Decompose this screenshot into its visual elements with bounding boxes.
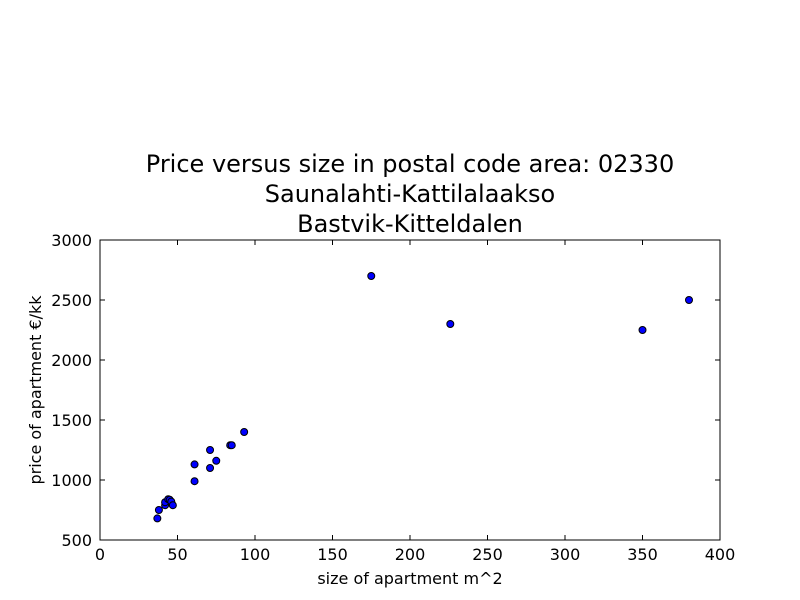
x-tick-label: 50 xyxy=(167,545,187,564)
plot-area xyxy=(99,239,721,541)
y-tick-label: 3000 xyxy=(51,231,92,250)
chart-title-line-3: Bastvik-Kitteldalen xyxy=(297,210,523,238)
data-point xyxy=(154,506,163,514)
axis-ticks: 0 50 100 150 200 250 300 350 400 500 1000 1500 2000 2… xyxy=(51,231,735,564)
data-point xyxy=(190,460,199,469)
x-tick-label: 150 xyxy=(317,545,348,564)
data-point xyxy=(153,514,162,523)
data-point xyxy=(446,320,455,328)
data-points xyxy=(153,272,693,523)
x-tick-label: 100 xyxy=(240,545,271,564)
x-tick-label: 400 xyxy=(705,545,736,564)
data-point xyxy=(367,272,376,280)
x-tick-label: 300 xyxy=(550,545,581,564)
x-tick-label: 350 xyxy=(627,545,658,564)
y-axis-label: price of apartment €/kk xyxy=(26,295,45,485)
x-axis-label: size of apartment m^2 xyxy=(317,569,502,588)
data-point xyxy=(212,456,221,465)
data-point xyxy=(206,446,215,454)
y-tick-label: 500 xyxy=(61,531,92,550)
chart-title-line-2: Saunalahti-Kattilalaakso xyxy=(265,180,555,208)
data-point xyxy=(227,441,236,450)
x-tick-label: 250 xyxy=(472,545,503,564)
y-tick-label: 1000 xyxy=(51,471,92,490)
data-point xyxy=(168,501,177,510)
data-point xyxy=(240,428,249,436)
data-point xyxy=(190,477,199,486)
x-tick-label: 200 xyxy=(395,545,426,564)
data-point xyxy=(638,326,647,334)
data-point xyxy=(685,296,693,304)
x-tick-label: 0 xyxy=(95,545,105,564)
y-tick-label: 1500 xyxy=(51,411,92,430)
y-tick-label: 2500 xyxy=(51,291,92,310)
chart-title-line-1: Price versus size in postal code area: 0… xyxy=(146,150,674,178)
data-point xyxy=(206,464,215,472)
y-tick-label: 2000 xyxy=(51,351,92,370)
